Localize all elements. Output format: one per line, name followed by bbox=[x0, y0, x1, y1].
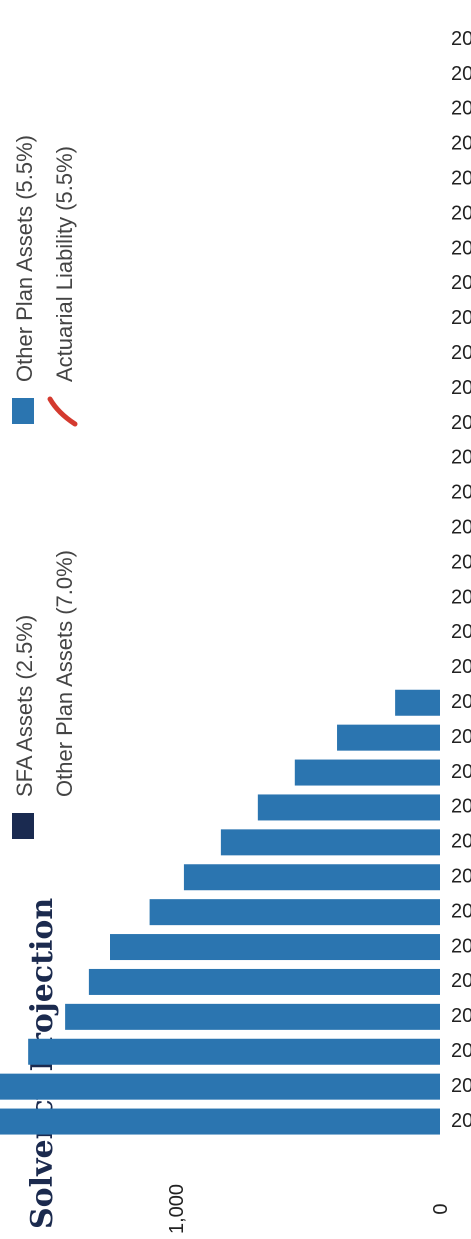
x-tick-label: 2040 bbox=[451, 412, 471, 434]
legend-label-other-5: Other Plan Assets (5.5%) bbox=[12, 135, 37, 382]
legend-label-other-7: Other Plan Assets (7.0%) bbox=[52, 550, 77, 797]
x-tick-label: 2046 bbox=[451, 202, 471, 224]
x-tick-label: 2026 bbox=[451, 900, 471, 922]
x-tick-label: 2048 bbox=[451, 133, 471, 155]
x-tick-label: 2039 bbox=[451, 447, 471, 469]
x-tick-label: 2042 bbox=[451, 342, 471, 364]
x-tick-label: 2030 bbox=[451, 761, 471, 783]
bar bbox=[0, 1108, 440, 1135]
x-tick-label: 2049 bbox=[451, 98, 471, 120]
bar bbox=[149, 899, 440, 926]
x-tick-label: 2033 bbox=[451, 656, 471, 678]
x-tick-label: 2022 bbox=[451, 1040, 471, 1062]
x-tick-label: 2036 bbox=[451, 551, 471, 573]
x-tick-label: 2047 bbox=[451, 168, 471, 190]
x-tick-label: 2041 bbox=[451, 377, 471, 399]
bar bbox=[65, 1003, 441, 1030]
x-tick-label: 2035 bbox=[451, 586, 471, 608]
x-tick-label: 2029 bbox=[451, 796, 471, 818]
x-tick-label: 2025 bbox=[451, 935, 471, 957]
x-tick-label: 2043 bbox=[451, 307, 471, 329]
legend-label-liability: Actuarial Liability (5.5%) bbox=[52, 146, 77, 382]
x-tick-label: 2038 bbox=[451, 482, 471, 504]
bar bbox=[220, 829, 440, 856]
legend-label-sfa: SFA Assets (2.5%) bbox=[12, 615, 37, 797]
y-tick-label: 1,000 bbox=[166, 1184, 188, 1234]
x-tick-label: 2020 bbox=[451, 1110, 471, 1132]
bar bbox=[337, 724, 441, 751]
x-tick-label: 2028 bbox=[451, 831, 471, 853]
x-tick-label: 2032 bbox=[451, 691, 471, 713]
x-tick-label: 2051 bbox=[451, 28, 471, 50]
x-axis: 2020 2021 2022 2023 2024 2025 2026 2027 2028 2029… bbox=[451, 28, 471, 1132]
x-tick-label: 2021 bbox=[451, 1075, 471, 1097]
bar bbox=[257, 794, 440, 821]
bar bbox=[110, 934, 440, 961]
x-tick-label: 2031 bbox=[451, 726, 471, 748]
x-tick-label: 2034 bbox=[451, 621, 471, 643]
x-tick-label: 2024 bbox=[451, 970, 471, 992]
bar bbox=[183, 864, 440, 891]
x-tick-label: 2037 bbox=[451, 517, 471, 539]
legend-swatch-liability bbox=[47, 396, 78, 427]
legend-swatch-other-5 bbox=[12, 398, 34, 424]
legend-swatch-sfa bbox=[12, 813, 34, 839]
bar bbox=[0, 1073, 440, 1100]
x-tick-label: 2044 bbox=[451, 272, 471, 294]
bar bbox=[395, 689, 440, 716]
y-tick-label: 0 bbox=[430, 1203, 452, 1214]
bar bbox=[88, 968, 440, 995]
x-tick-label: 2023 bbox=[451, 1005, 471, 1027]
bar-series bbox=[0, 689, 441, 1135]
x-tick-label: 2045 bbox=[451, 237, 471, 259]
x-tick-label: 2027 bbox=[451, 866, 471, 888]
bar bbox=[28, 1038, 440, 1065]
bar bbox=[294, 759, 440, 786]
legend: SFA Assets (2.5%) Other Plan Assets (7.0… bbox=[12, 135, 78, 839]
x-tick-label: 2050 bbox=[451, 63, 471, 85]
